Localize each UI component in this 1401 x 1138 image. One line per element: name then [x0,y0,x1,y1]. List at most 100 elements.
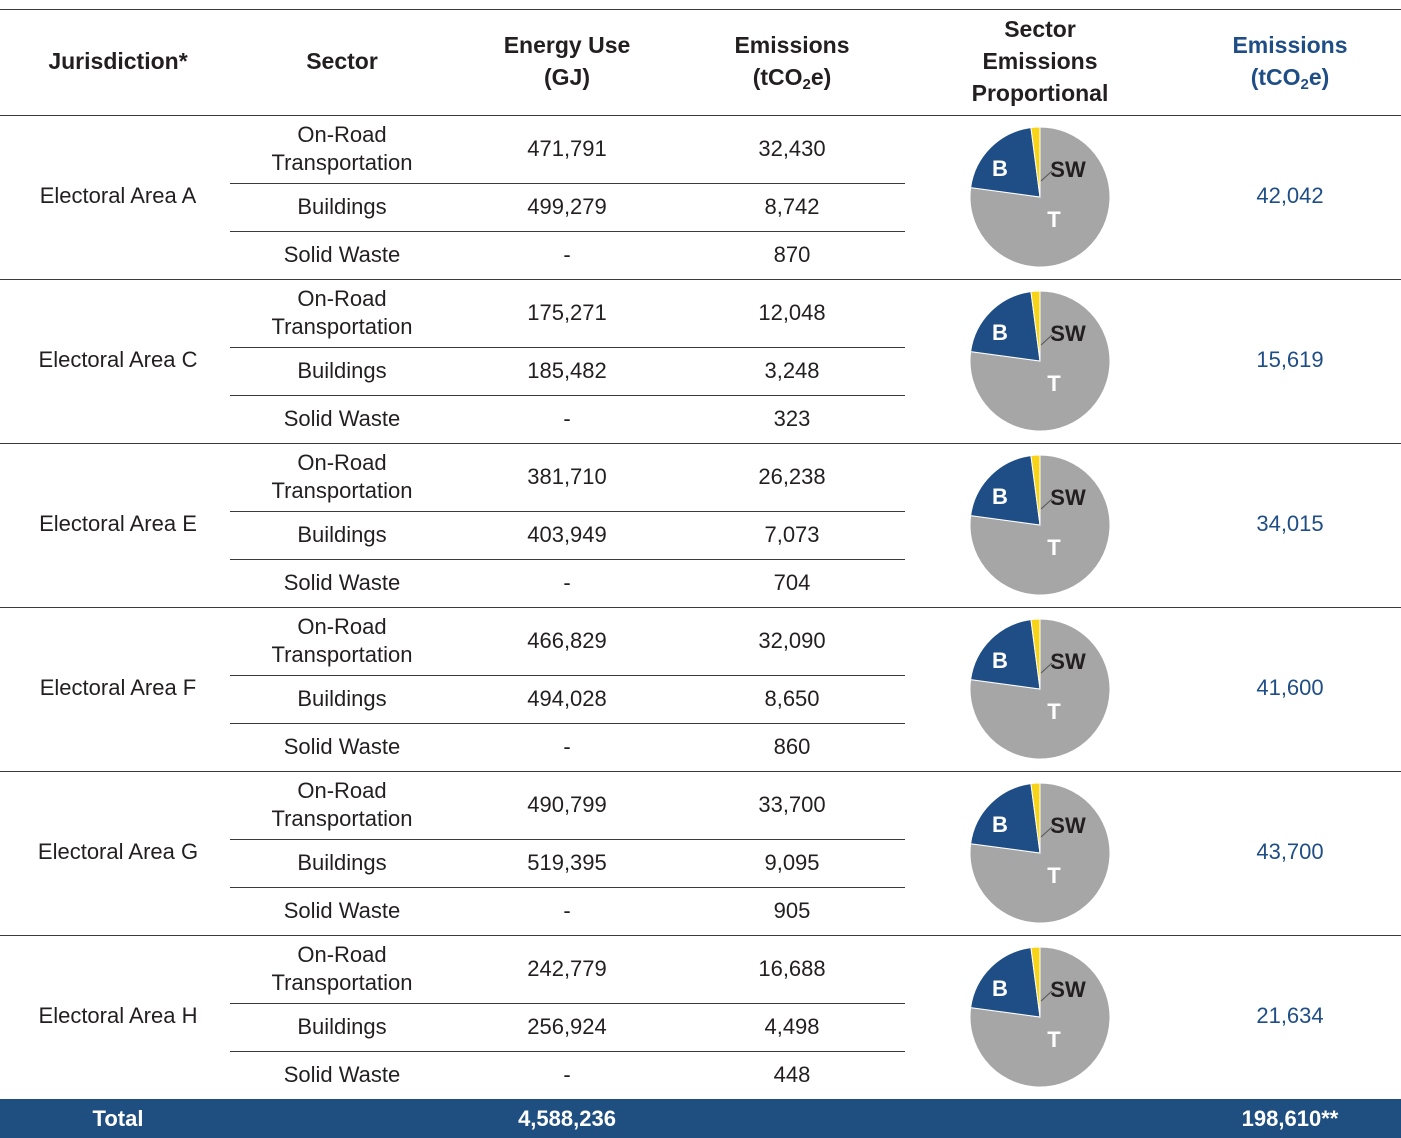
emissions: 3,248 [764,358,819,383]
header-part: (GJ) [544,64,590,90]
sector-name: On-Road [297,122,386,147]
header-text: Sector [306,48,378,74]
energy-use: 499,279 [527,194,607,219]
energy-use: - [563,242,570,267]
header-text: (tCO2e) [753,64,832,93]
pie-label: SW [1050,649,1086,674]
energy-use: 403,949 [527,522,607,547]
sector-name: Solid Waste [284,898,401,923]
sector-name: Transportation [271,314,412,339]
energy-use: 242,779 [527,956,607,981]
pie-label: B [992,156,1008,181]
pie-label: T [1047,371,1061,396]
energy-use: - [563,570,570,595]
energy-use: 494,028 [527,686,607,711]
sector-name: Transportation [271,478,412,503]
energy-use: - [563,898,570,923]
emissions: 32,090 [758,628,825,653]
pie-label: B [992,320,1008,345]
header-part: Energy Use [504,32,631,58]
pie-label: B [992,648,1008,673]
sector-name: Buildings [297,850,386,875]
header-part: Emissions [982,48,1097,74]
jurisdiction: Electoral Area C [39,347,198,372]
row-total: 41,600 [1256,675,1323,700]
pie-slice [1030,290,1041,362]
emissions: 7,073 [764,522,819,547]
sector-name: Buildings [297,686,386,711]
jurisdiction: Electoral Area G [38,839,198,864]
emissions: 860 [774,734,811,759]
pie-slice [970,947,1041,1018]
energy-use: 256,924 [527,1014,607,1039]
emissions: 8,742 [764,194,819,219]
header-part: Emissions [1232,32,1347,58]
row-total: 34,015 [1256,511,1323,536]
header-text: Jurisdiction* [48,48,187,74]
pie-label: T [1047,535,1061,560]
header-text: Emissions [1232,32,1347,58]
sector-name: On-Road [297,450,386,475]
jurisdiction: Electoral Area A [40,183,197,208]
emissions: 905 [774,898,811,923]
pie-slice [970,455,1041,526]
pie-label: SW [1050,157,1086,182]
sector-name: Solid Waste [284,570,401,595]
total-label: Total [93,1106,144,1131]
energy-use: 466,829 [527,628,607,653]
pie-slice [970,783,1041,854]
sector-name: On-Road [297,614,386,639]
pie-slice [970,619,1041,690]
emissions: 704 [774,570,811,595]
header-part: Emissions [734,32,849,58]
header-text: Proportional [972,80,1109,106]
pie-label: B [992,976,1008,1001]
pie-leader [1040,170,1053,182]
emissions: 33,700 [758,792,825,817]
pie-label: B [992,812,1008,837]
sector-name: Solid Waste [284,242,401,267]
emissions: 4,498 [764,1014,819,1039]
header-text: Emissions [982,48,1097,74]
pie-label: T [1047,1027,1061,1052]
pie-slice [1030,618,1041,690]
header-part: Sector [1004,16,1076,42]
jurisdiction: Electoral Area H [39,1003,198,1028]
header-text: Emissions [734,32,849,58]
emissions: 448 [774,1062,811,1087]
pie-label: SW [1050,813,1086,838]
energy-use: 381,710 [527,464,607,489]
energy-use: - [563,1062,570,1087]
pie-slice [1030,126,1041,198]
sector-name: Transportation [271,642,412,667]
jurisdiction: Electoral Area F [40,675,197,700]
sector-name: Buildings [297,194,386,219]
header-text: (tCO2e) [1251,64,1330,93]
header-part: Jurisdiction* [48,48,187,74]
energy-use: 490,799 [527,792,607,817]
pie-label: T [1047,207,1061,232]
pie-leader [1040,990,1053,1002]
pie-label: B [992,484,1008,509]
sector-name: Buildings [297,1014,386,1039]
header-part: e) [811,64,831,90]
jurisdiction: Electoral Area E [39,511,197,536]
pie-label: SW [1050,485,1086,510]
pie-slice [970,127,1041,198]
header-text: Energy Use [504,32,631,58]
pie-label: T [1047,863,1061,888]
emissions: 323 [774,406,811,431]
energy-use: 519,395 [527,850,607,875]
sector-name: Transportation [271,970,412,995]
sector-name: Solid Waste [284,734,401,759]
emissions: 8,650 [764,686,819,711]
energy-use: 185,482 [527,358,607,383]
header-part: Sector [306,48,378,74]
emissions: 26,238 [758,464,825,489]
sector-name: Solid Waste [284,406,401,431]
header-text: Sector [1004,16,1076,42]
energy-use: - [563,734,570,759]
pie-slice [1030,946,1041,1018]
row-total: 15,619 [1256,347,1323,372]
emissions: 870 [774,242,811,267]
